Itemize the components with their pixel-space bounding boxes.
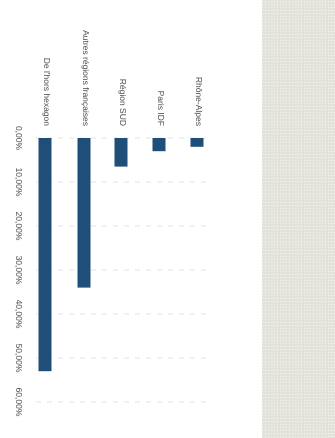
tick-label: 30,00% bbox=[14, 256, 24, 285]
category-label: Région SUD bbox=[118, 79, 128, 126]
tick-label: 40,00% bbox=[14, 300, 24, 329]
bar-group bbox=[38, 138, 204, 372]
bar bbox=[190, 138, 204, 147]
tick-label: 20,00% bbox=[14, 212, 24, 241]
tick-label: 60,00% bbox=[14, 388, 24, 417]
bar bbox=[38, 138, 52, 372]
category-label: De l'hors hexagon bbox=[42, 58, 52, 127]
tick-label: 0,00% bbox=[14, 126, 24, 151]
bar bbox=[77, 138, 91, 288]
tick-labels: 0,00% 10,00% 20,00% 30,00% 40,00% 50,00% 60,00… bbox=[14, 126, 24, 417]
grid-lines bbox=[36, 137, 210, 403]
category-label: Paris IDF bbox=[156, 91, 166, 126]
category-labels: Rhône-Alpes Paris IDF Région SUD Autres rég… bbox=[42, 30, 204, 126]
category-label: Rhône-Alpes bbox=[194, 77, 204, 126]
category-label: Autres régions françaises bbox=[81, 30, 91, 126]
bar bbox=[152, 138, 166, 152]
tick-label: 10,00% bbox=[14, 168, 24, 197]
bar bbox=[114, 138, 128, 167]
tick-label: 50,00% bbox=[14, 344, 24, 373]
bar-chart: 0,00% 10,00% 20,00% 30,00% 40,00% 50,00% 60,00… bbox=[14, 30, 210, 417]
chart-panel: 0,00% 10,00% 20,00% 30,00% 40,00% 50,00% 60,00… bbox=[0, 0, 262, 438]
